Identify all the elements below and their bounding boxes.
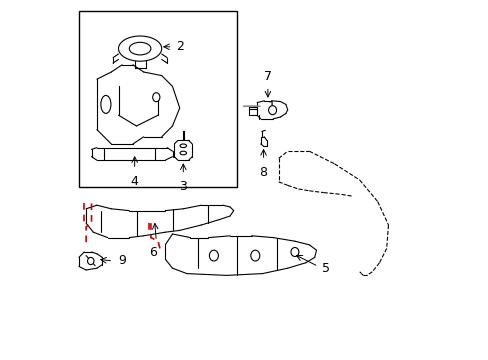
Bar <box>79 11 237 187</box>
Text: 6: 6 <box>148 246 156 258</box>
Ellipse shape <box>118 36 162 61</box>
Text: 5: 5 <box>321 262 329 275</box>
Ellipse shape <box>180 151 186 155</box>
Text: 4: 4 <box>130 175 139 188</box>
Text: 7: 7 <box>264 70 271 83</box>
Text: 1: 1 <box>267 100 275 113</box>
Ellipse shape <box>152 93 160 102</box>
Ellipse shape <box>129 42 151 55</box>
Text: 3: 3 <box>179 180 187 193</box>
Ellipse shape <box>180 144 186 148</box>
Text: 9: 9 <box>118 255 125 267</box>
Text: 2: 2 <box>176 40 183 53</box>
Ellipse shape <box>101 95 111 113</box>
Ellipse shape <box>250 250 259 261</box>
Ellipse shape <box>209 250 218 261</box>
Ellipse shape <box>87 257 94 265</box>
Text: 8: 8 <box>259 166 267 179</box>
Ellipse shape <box>268 106 276 115</box>
Ellipse shape <box>290 248 298 256</box>
